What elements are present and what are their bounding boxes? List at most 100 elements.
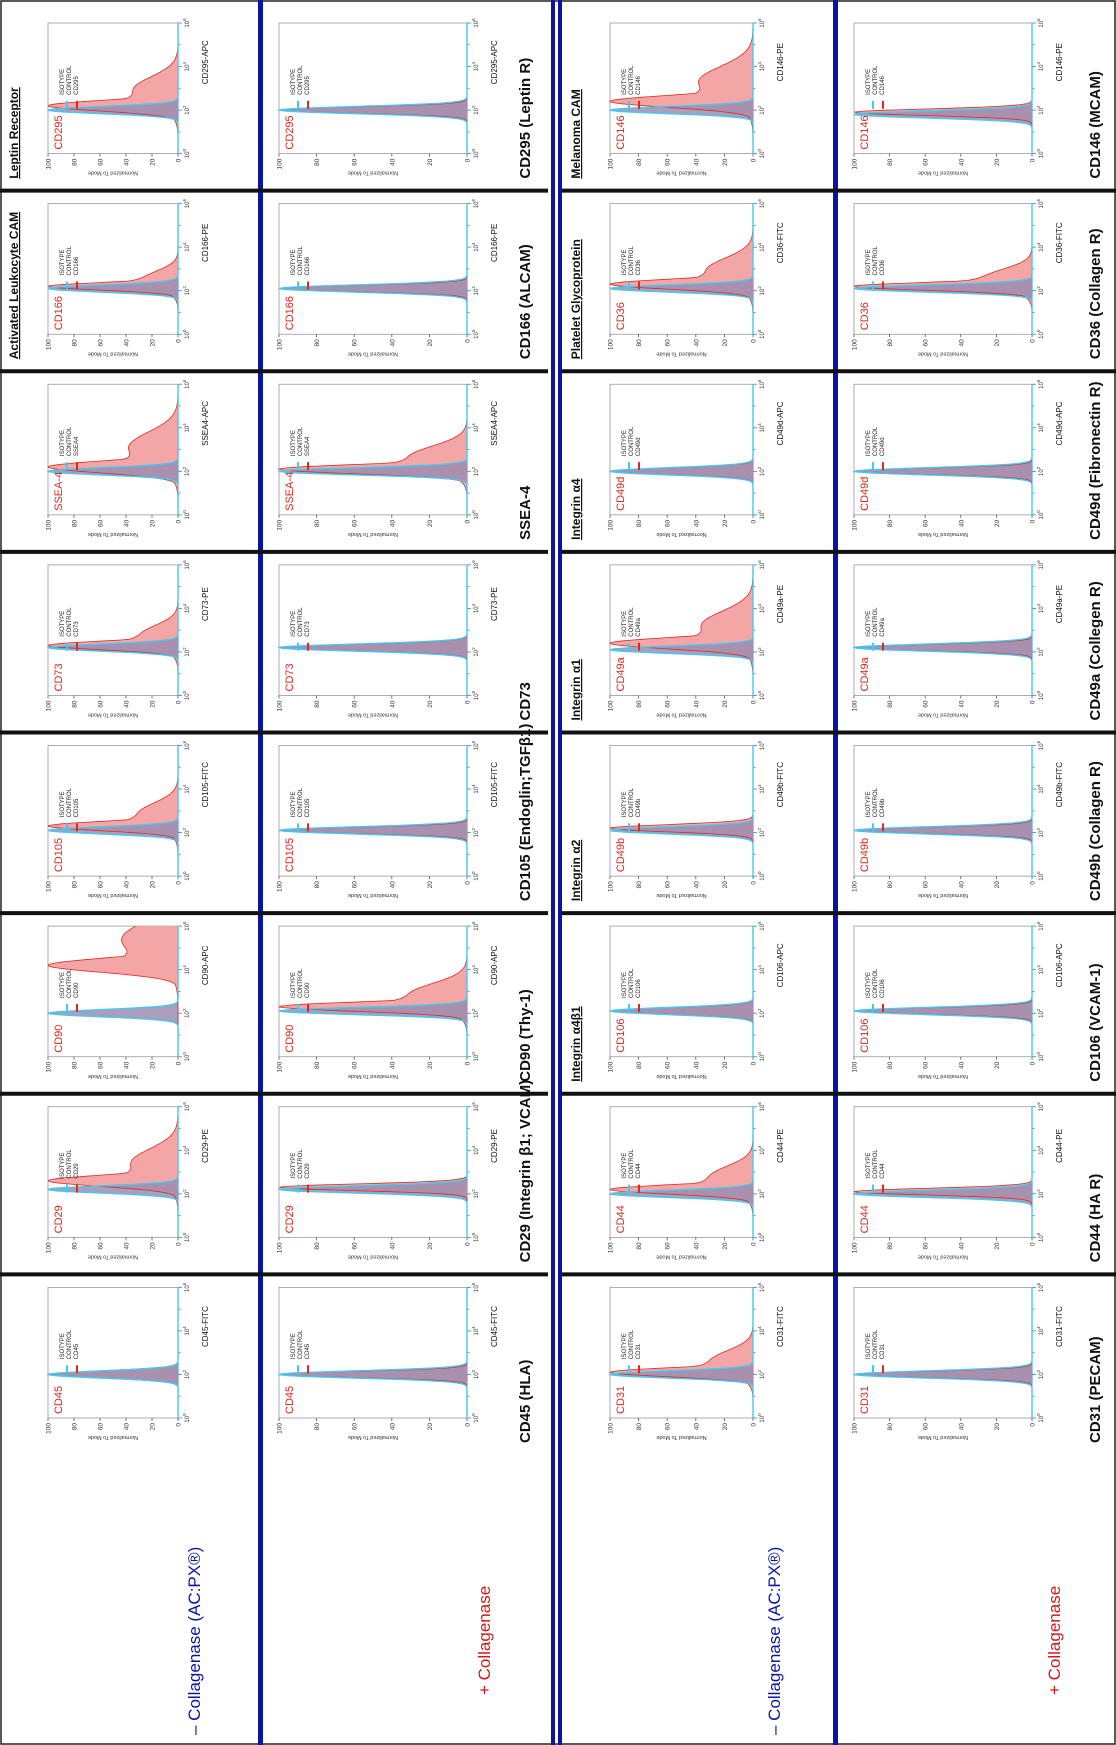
x-tick-label: 106 (757, 199, 766, 209)
x-tick-label: 106 (471, 1282, 480, 1292)
y-tick-label: 20 (427, 700, 434, 708)
marker-label: CD166 (284, 296, 296, 330)
y-tick-label: 100 (46, 339, 53, 350)
y-tick-label: 60 (923, 1242, 930, 1250)
marker-divider-line (0, 730, 548, 735)
y-tick-label: 100 (608, 520, 615, 531)
y-tick-label: 0 (465, 881, 472, 885)
x-tick-exponent: 6 (182, 560, 187, 563)
y-axis-label: Normalized To Mode (348, 892, 398, 898)
y-tick-label: 40 (958, 700, 965, 708)
x-tick-label: 100 (182, 1052, 191, 1062)
marker-label: CD31 (859, 1386, 871, 1414)
control-histogram-line (853, 926, 1033, 1057)
y-axis-label: Normalized To Mode (918, 1434, 968, 1440)
marker-label: CD36 (859, 302, 871, 330)
y-tick-label: 80 (72, 158, 79, 166)
functional-name: Melanoma CAM (569, 89, 583, 178)
sample-histogram-fill (610, 564, 753, 696)
x-tick-exponent: 4 (757, 61, 762, 64)
y-tick-label: 60 (665, 1423, 672, 1431)
x-tick-exponent: 0 (1036, 510, 1041, 513)
x-tick-label: 102 (1036, 1189, 1045, 1199)
y-tick-label: 40 (693, 158, 700, 166)
x-tick-exponent: 6 (1036, 1102, 1041, 1105)
x-tick-label: 102 (757, 105, 766, 115)
x-tick-exponent: 0 (1036, 690, 1041, 693)
marker-label: CD295 (53, 115, 65, 149)
x-tick-label: 104 (471, 965, 480, 975)
y-axis-label: Normalized To Mode (656, 1073, 706, 1079)
x-axis-label: CD106-APC (776, 943, 785, 987)
half-divider-line (551, 0, 555, 1745)
y-tick-label: 40 (389, 1061, 396, 1069)
x-tick-exponent: 6 (471, 199, 476, 202)
legend-marker: CD146 (880, 76, 886, 95)
y-tick-label: 20 (722, 700, 729, 708)
control-histogram-line (609, 203, 754, 335)
legend-isotype: ISOTYPE (622, 249, 628, 275)
y-tick-label: 100 (852, 339, 859, 350)
y-tick-label: 80 (72, 339, 79, 347)
x-tick-label: 102 (182, 466, 191, 476)
y-tick-label: 60 (98, 339, 105, 347)
x-tick-label: 102 (757, 1189, 766, 1199)
x-tick-exponent: 6 (1036, 560, 1041, 563)
y-tick-label: 100 (46, 881, 53, 892)
x-tick-exponent: 4 (471, 61, 476, 64)
x-tick-exponent: 2 (1036, 1008, 1041, 1011)
x-tick-label: 102 (471, 105, 480, 115)
control-histogram-line (608, 384, 754, 515)
y-tick-label: 40 (389, 1423, 396, 1431)
x-tick-label: 102 (471, 1008, 480, 1018)
legend-isotype: ISOTYPE (291, 611, 297, 637)
marker-divider-line (562, 188, 1116, 193)
legend-isotype: ISOTYPE (291, 69, 297, 95)
legend-marker: CD73 (305, 621, 311, 637)
legend-marker: CD45 (305, 1343, 311, 1359)
x-tick-label: 102 (182, 105, 191, 115)
x-tick-label: 106 (757, 1282, 766, 1292)
x-tick-label: 104 (1036, 423, 1045, 433)
x-tick-exponent: 4 (1036, 61, 1041, 64)
control-histogram-line (608, 23, 754, 154)
x-tick-exponent: 0 (471, 690, 476, 693)
y-tick-label: 80 (72, 1061, 79, 1069)
x-tick-label: 102 (1036, 647, 1045, 657)
x-tick-exponent: 4 (1036, 423, 1041, 426)
x-tick-label: 106 (1036, 740, 1045, 750)
x-tick-exponent: 2 (182, 466, 187, 469)
legend-marker: CD295 (74, 76, 80, 95)
y-tick-label: 40 (958, 1423, 965, 1431)
legend-marker: CD49b (636, 798, 642, 817)
control-histogram-line (276, 23, 468, 154)
legend-marker: CD106 (636, 979, 642, 998)
marker-label: SSEA-4 (284, 472, 296, 511)
x-tick-label: 104 (182, 965, 191, 975)
control-histogram-line (46, 384, 179, 515)
legend-control: CONTROL (298, 607, 304, 637)
legend-control: CONTROL (629, 787, 635, 817)
legend-control: CONTROL (67, 607, 73, 637)
legend-isotype: ISOTYPE (60, 430, 66, 456)
legend-marker: CD36 (636, 259, 642, 275)
x-tick-label: 100 (757, 1232, 766, 1242)
y-tick-label: 20 (722, 339, 729, 347)
y-tick-label: 40 (693, 1242, 700, 1250)
x-tick-exponent: 6 (757, 379, 762, 382)
marker-label: CD90 (53, 1025, 65, 1053)
x-tick-exponent: 0 (471, 510, 476, 513)
x-axis-label: CD146-PE (1055, 43, 1064, 81)
x-tick-label: 106 (182, 740, 191, 750)
y-tick-label: 0 (1030, 700, 1037, 704)
x-tick-label: 102 (471, 286, 480, 296)
legend-isotype: ISOTYPE (622, 1153, 628, 1179)
x-tick-label: 100 (757, 871, 766, 881)
marker-title: CD31 (PECAM) (1087, 1336, 1104, 1443)
y-tick-label: 60 (352, 700, 359, 708)
y-tick-label: 0 (751, 158, 758, 162)
